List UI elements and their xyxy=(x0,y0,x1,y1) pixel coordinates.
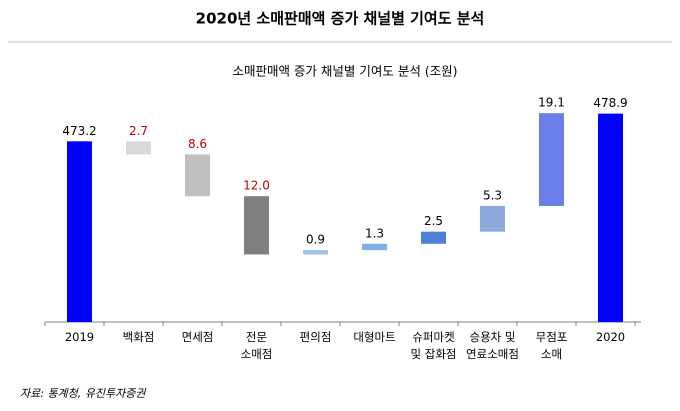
x-tick-label-line: 백화점 xyxy=(123,330,155,344)
bar xyxy=(362,243,387,251)
x-tick-label: 2020 xyxy=(596,330,625,344)
x-tick-label-line: 대형마트 xyxy=(353,330,395,344)
bar xyxy=(480,205,505,232)
value-label: 478.9 xyxy=(593,96,627,110)
x-tick-label-line: 2019 xyxy=(65,330,94,344)
source-note: 자료: 통계청, 유진투자증권 xyxy=(20,387,147,400)
value-label: 5.3 xyxy=(483,188,502,202)
x-tick-label: 면세점 xyxy=(182,330,214,344)
bar xyxy=(539,113,564,206)
chart-title: 소매판매액 증가 채널별 기여도 분석 (조원) xyxy=(232,64,457,79)
x-tick-label-line: 무점포 xyxy=(536,330,568,344)
bar xyxy=(185,154,210,197)
value-label: 2.7 xyxy=(129,124,148,138)
bar xyxy=(244,196,269,255)
x-tick-label-line: 면세점 xyxy=(182,330,214,344)
value-label: 8.6 xyxy=(188,137,207,151)
bar xyxy=(421,231,446,244)
x-tick-label: 백화점 xyxy=(123,330,155,344)
x-tick-label: 편의점 xyxy=(300,330,332,344)
value-label: 0.9 xyxy=(306,233,325,247)
x-tick-label-line: 및 잡화점 xyxy=(411,347,457,361)
x-tick-label: 대형마트 xyxy=(353,330,395,344)
bar xyxy=(67,141,92,322)
page-title: 2020년 소매판매액 증가 채널별 기여도 분석 xyxy=(196,10,485,28)
value-label: 1.3 xyxy=(365,226,384,240)
bar xyxy=(126,141,151,155)
x-tick-label-line: 편의점 xyxy=(300,330,332,344)
x-tick-label: 2019 xyxy=(65,330,94,344)
value-label: 2.5 xyxy=(424,214,443,228)
x-tick-label-line: 연료소매점 xyxy=(466,347,519,361)
value-label: 473.2 xyxy=(62,124,96,138)
bar xyxy=(598,113,623,322)
x-tick-label-line: 승용차 및 xyxy=(470,330,516,344)
x-tick-label-line: 전문 xyxy=(246,330,267,344)
x-tick-label-line: 슈퍼마켓 xyxy=(412,330,454,344)
x-tick-label-line: 소매 xyxy=(541,347,562,361)
x-tick-label-line: 소매점 xyxy=(241,347,273,361)
bar xyxy=(303,250,328,255)
value-label: 19.1 xyxy=(538,96,565,110)
x-tick-label-line: 2020 xyxy=(596,330,625,344)
value-label: 12.0 xyxy=(243,179,270,193)
